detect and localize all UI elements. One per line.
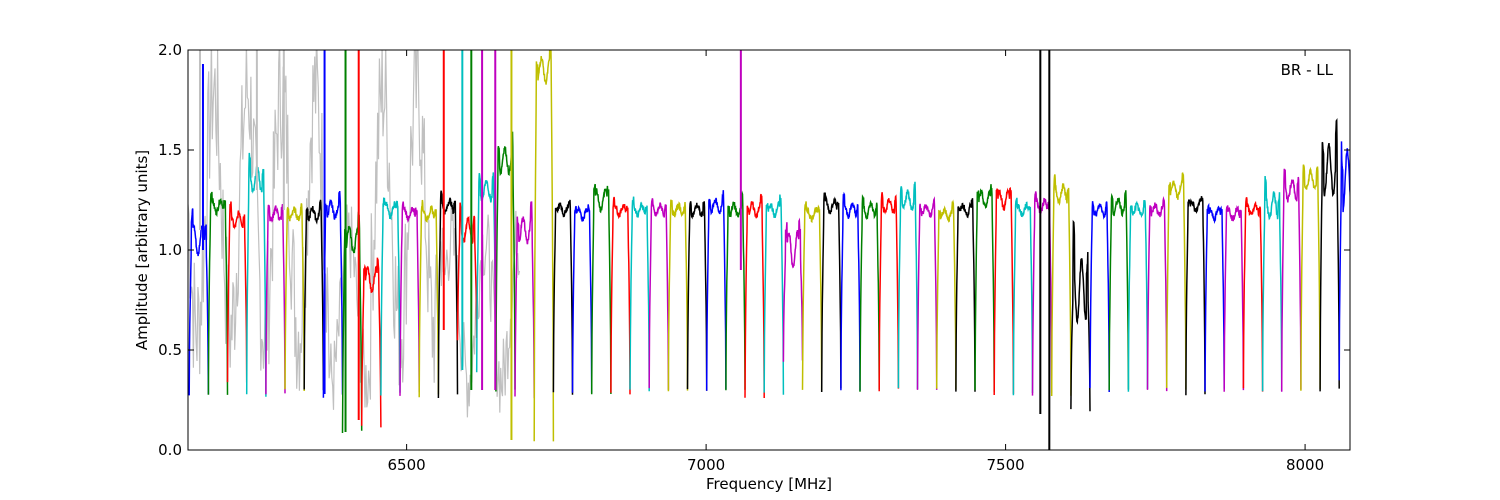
series-line-band-9 [360, 257, 382, 428]
series-line-band-49 [1127, 199, 1149, 392]
series-line-band-42 [993, 186, 1015, 396]
series-line-band-1 [207, 191, 229, 395]
series-line-band-24 [648, 198, 670, 390]
series-line-band-37 [897, 181, 919, 390]
y-tick-label: 1.5 [158, 141, 182, 159]
series-line-band-11 [399, 201, 420, 396]
series-line-band-57 [1280, 168, 1302, 392]
series-line-band-46 [1070, 219, 1091, 412]
x-axis-ticks: 6500 7000 7500 8000 [388, 50, 1324, 474]
y-axis-ticks: 0.0 0.5 1.0 1.5 2.0 [158, 41, 1350, 459]
series-line-band-40 [955, 198, 976, 392]
x-tick-label: 8000 [1286, 456, 1324, 474]
series-line-band-50 [1146, 196, 1168, 392]
x-tick-label: 7500 [986, 456, 1024, 474]
series-line-band-30 [763, 194, 785, 395]
series-line-band-4 [265, 204, 286, 395]
series-line-band-5 [284, 203, 305, 392]
series-line-band-32 [801, 201, 823, 392]
series-line-band-58 [1300, 164, 1321, 391]
series-line-band-41 [974, 184, 995, 392]
series-line-band-31 [782, 217, 804, 362]
x-tick-label: 6500 [388, 456, 426, 474]
series-line-band-14 [456, 202, 478, 341]
series-line-band-45 [1050, 174, 1072, 397]
series-line-band-59 [1319, 117, 1340, 392]
x-axis-label: Frequency [MHz] [706, 475, 832, 493]
y-tick-label: 2.0 [158, 41, 182, 59]
series-line-band-15 [475, 172, 497, 376]
series-line-band-21 [590, 183, 612, 395]
series-line-band-39 [935, 199, 957, 390]
series-line-band-26 [686, 201, 708, 391]
series-line-band-17 [514, 201, 535, 399]
series-line-band-54 [1223, 205, 1245, 392]
background-series-line [188, 50, 521, 418]
series-line-band-48 [1108, 190, 1130, 391]
y-tick-label: 1.0 [158, 241, 182, 259]
spike-layer [198, 50, 1051, 450]
series-line-band-2 [226, 201, 248, 383]
series-line-band-22 [610, 196, 631, 395]
annotation-label: BR - LL [1281, 61, 1334, 79]
series-line-band-13 [437, 190, 459, 399]
series-line-band-34 [840, 191, 861, 391]
series-line-band-56 [1261, 175, 1283, 392]
series-line-band-12 [418, 199, 440, 398]
series-line-band-47 [1089, 201, 1110, 393]
series-line-band-43 [1012, 197, 1034, 396]
series-line-band-60 [1338, 141, 1350, 381]
series-line-band-35 [859, 194, 880, 392]
series-line-band-20 [571, 204, 593, 394]
series-line-band-19 [552, 199, 574, 395]
background-series-layer [188, 50, 521, 418]
x-tick-label: 7000 [687, 456, 725, 474]
series-line-band-7 [322, 190, 344, 398]
series-line-band-51 [1165, 172, 1187, 390]
series-line-band-33 [820, 192, 842, 393]
series-line-band-10 [380, 196, 401, 396]
series-line-band-27 [705, 190, 727, 391]
series-line-band-6 [303, 199, 325, 391]
y-tick-label: 0.0 [158, 441, 182, 459]
series-line-band-18 [533, 50, 555, 442]
y-tick-label: 0.5 [158, 341, 182, 359]
series-line-band-38 [916, 196, 938, 390]
series-line-band-52 [1185, 196, 1206, 396]
series-line-band-23 [629, 196, 650, 392]
y-axis-label: Amplitude [arbitrary units] [133, 150, 151, 350]
series-line-band-53 [1204, 202, 1225, 392]
series-line-band-55 [1242, 197, 1264, 392]
series-line-band-0 [188, 208, 210, 396]
series-line-band-25 [667, 199, 689, 392]
series-layer [188, 50, 1350, 442]
series-line-band-36 [878, 192, 900, 392]
series-line-band-29 [744, 193, 765, 399]
